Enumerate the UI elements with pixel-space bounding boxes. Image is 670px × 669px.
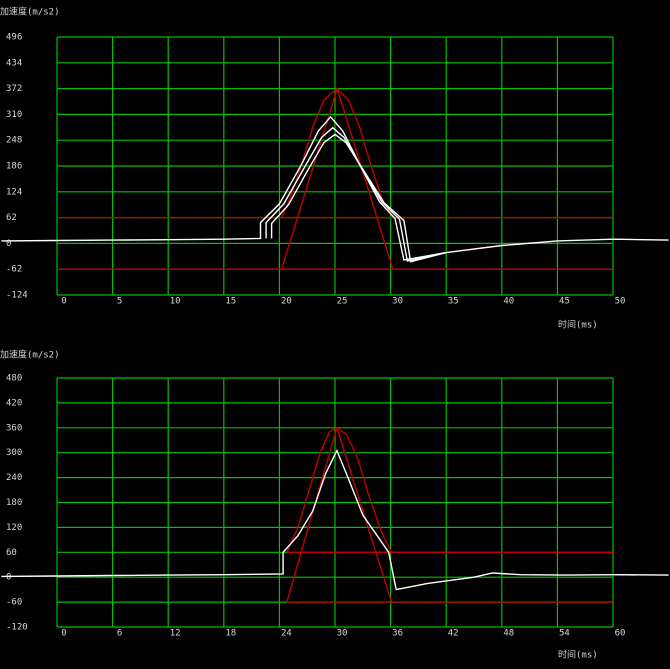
- x-tick-label: 48: [503, 629, 514, 639]
- x-axis-label: 时间(ms): [558, 649, 598, 661]
- y-tick-label: -124: [6, 291, 28, 301]
- x-tick-label: 15: [225, 297, 236, 307]
- trace: [280, 87, 394, 218]
- x-tick-label: 36: [392, 629, 403, 639]
- x-tick-label: 24: [281, 629, 292, 639]
- x-tick-label: 6: [117, 629, 122, 639]
- y-tick-label: 0: [6, 239, 11, 249]
- y-tick-label: 248: [6, 136, 22, 146]
- y-tick-label: 60: [6, 548, 17, 558]
- y-tick-label: 360: [6, 423, 22, 433]
- x-tick-label: 18: [225, 629, 236, 639]
- y-tick-label: 480: [6, 374, 22, 384]
- x-tick-label: 0: [61, 297, 66, 307]
- y-tick-label: 434: [6, 58, 22, 68]
- trace: [265, 126, 447, 262]
- trace: [1, 115, 669, 261]
- x-tick-label: 10: [170, 297, 181, 307]
- y-axis-label: 加速度(m/s2): [0, 6, 60, 18]
- y-tick-label: 420: [6, 398, 22, 408]
- x-tick-label: 30: [337, 629, 348, 639]
- y-tick-label: 180: [6, 498, 22, 508]
- x-tick-label: 20: [281, 297, 292, 307]
- y-tick-label: -62: [6, 265, 22, 275]
- x-tick-label: 60: [615, 629, 626, 639]
- y-tick-label: -120: [6, 623, 28, 633]
- x-tick-label: 30: [392, 297, 403, 307]
- y-tick-label: 0: [6, 573, 11, 583]
- x-tick-label: 35: [448, 297, 459, 307]
- x-axis-label: 时间(ms): [558, 319, 598, 331]
- trace: [270, 133, 447, 263]
- x-tick-label: 25: [337, 297, 348, 307]
- y-tick-label: 62: [6, 213, 17, 223]
- y-axis-label: 加速度(m/s2): [0, 349, 60, 361]
- y-tick-label: 496: [6, 33, 22, 43]
- trace: [280, 86, 394, 270]
- x-tick-label: 0: [61, 629, 66, 639]
- trace: [286, 425, 393, 603]
- y-tick-label: 310: [6, 110, 22, 120]
- x-tick-label: 50: [615, 297, 626, 307]
- x-tick-label: 40: [503, 297, 514, 307]
- trace: [1, 448, 669, 591]
- y-tick-label: 372: [6, 84, 22, 94]
- y-tick-label: -60: [6, 598, 22, 608]
- x-tick-label: 5: [117, 297, 122, 307]
- y-tick-label: 300: [6, 448, 22, 458]
- x-tick-label: 42: [448, 629, 459, 639]
- y-tick-label: 186: [6, 162, 22, 172]
- x-tick-label: 54: [559, 629, 570, 639]
- y-tick-label: 124: [6, 187, 22, 197]
- x-tick-label: 45: [559, 297, 570, 307]
- y-tick-label: 120: [6, 523, 22, 533]
- x-tick-label: 12: [170, 629, 181, 639]
- y-tick-label: 240: [6, 473, 22, 483]
